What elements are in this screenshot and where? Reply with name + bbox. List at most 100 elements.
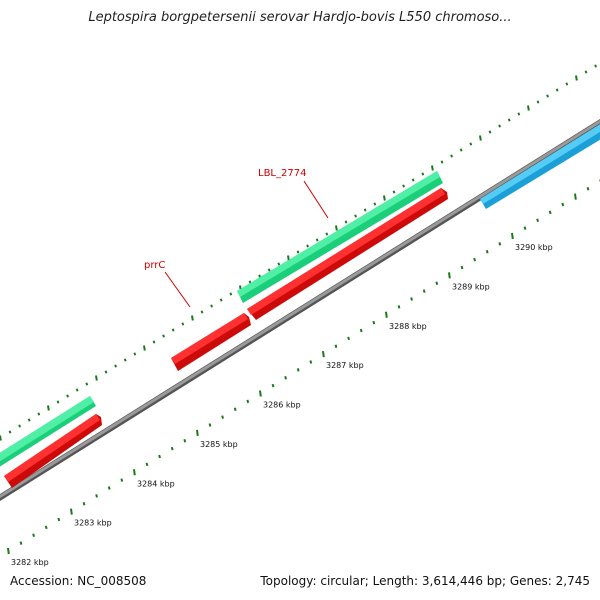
kbp-label: 3290 kbp — [515, 243, 553, 252]
minor-tick — [208, 423, 212, 427]
minor-tick — [120, 478, 124, 482]
kbp-label: 3285 kbp — [200, 440, 238, 449]
minor-tick — [200, 310, 204, 314]
minor-tick — [363, 208, 367, 212]
minor-tick — [284, 375, 287, 380]
minor-tick — [460, 265, 464, 270]
minor-tick — [548, 210, 552, 215]
minor-tick — [354, 214, 357, 218]
minor-tick — [296, 368, 300, 372]
minor-tick — [44, 525, 48, 530]
minor-tick — [37, 412, 41, 416]
minor-tick — [27, 418, 31, 422]
major-tick — [335, 225, 338, 231]
gene-labels: prrC LBL_2774 — [144, 168, 329, 308]
prrc-leader-line — [164, 271, 191, 308]
minor-tick — [32, 533, 35, 538]
minor-tick — [402, 184, 405, 188]
minor-tick — [296, 250, 300, 254]
minor-tick — [8, 430, 12, 434]
major-tick — [511, 232, 514, 240]
minor-tick — [440, 160, 444, 164]
major-tick — [383, 195, 386, 201]
minor-tick — [565, 82, 569, 86]
minor-tick — [221, 415, 224, 419]
minor-tick — [397, 305, 401, 309]
kbp-label: 3284 kbp — [137, 479, 175, 488]
outer-tick-track — [0, 64, 597, 441]
minor-tick — [181, 322, 185, 326]
gene-forward-lbl2774[interactable] — [237, 171, 443, 303]
minor-tick — [334, 344, 338, 349]
major-tick — [385, 311, 388, 318]
minor-tick — [536, 218, 539, 223]
minor-tick — [498, 242, 502, 246]
minor-tick — [410, 297, 413, 301]
kbp-label: 3286 kbp — [263, 401, 301, 410]
accession-text: Accession: NC_008508 — [10, 574, 147, 588]
minor-tick — [75, 388, 79, 392]
gene-reverse-prrc[interactable] — [171, 313, 251, 371]
minor-tick — [517, 112, 521, 116]
minor-tick — [57, 517, 61, 522]
major-tick — [287, 255, 290, 261]
minor-tick — [469, 142, 473, 146]
minor-tick — [258, 274, 261, 278]
minor-tick — [56, 400, 60, 404]
major-tick — [143, 345, 146, 351]
major-tick — [95, 375, 98, 381]
minor-tick — [18, 424, 21, 428]
minor-tick — [145, 462, 149, 467]
minor-tick — [271, 383, 275, 388]
minor-tick — [546, 94, 549, 98]
minor-tick — [233, 407, 237, 412]
major-tick — [191, 315, 194, 321]
kbp-label: 3283 kbp — [74, 519, 112, 528]
minor-tick — [523, 226, 527, 230]
minor-tick — [421, 172, 425, 176]
minor-tick — [210, 304, 213, 308]
minor-tick — [82, 501, 86, 506]
map-title: Leptospira borgpetersenii serovar Hardjo… — [88, 10, 512, 25]
minor-tick — [586, 186, 590, 191]
major-tick — [47, 405, 50, 411]
minor-tick — [459, 148, 463, 152]
major-tick — [133, 469, 136, 476]
minor-tick — [507, 118, 511, 122]
major-tick — [7, 547, 10, 555]
minor-tick — [183, 438, 187, 443]
major-tick — [527, 105, 530, 111]
inner-tick-track — [7, 179, 600, 555]
minor-tick — [171, 328, 175, 332]
major-tick — [0, 435, 2, 441]
minor-tick — [411, 178, 415, 182]
minor-tick — [594, 64, 597, 68]
gene-reverse-lbl2774[interactable] — [247, 188, 448, 320]
minor-tick — [309, 360, 313, 364]
major-tick — [575, 75, 578, 81]
minor-tick — [170, 446, 174, 451]
gene-other-1[interactable] — [480, 118, 600, 209]
minor-tick — [123, 358, 127, 362]
minor-tick — [450, 154, 453, 158]
minor-tick — [325, 232, 329, 236]
kbp-label: 3287 kbp — [326, 361, 364, 370]
gene-label-prrc[interactable]: prrC — [144, 260, 165, 271]
minor-tick — [158, 454, 161, 459]
minor-tick — [315, 238, 319, 242]
minor-tick — [373, 202, 377, 206]
minor-tick — [488, 130, 492, 134]
minor-tick — [107, 486, 111, 490]
gene-reverse-1[interactable] — [4, 414, 102, 488]
gene-label-lbl2774[interactable]: LBL_2774 — [258, 168, 306, 179]
minor-tick — [306, 244, 309, 248]
chromosome-backbone — [0, 118, 600, 502]
topology-text: Topology: circular; Length: 3,614,446 bp… — [260, 574, 590, 588]
gene-forward-1[interactable] — [0, 396, 96, 469]
minor-tick — [133, 352, 137, 356]
minor-tick — [435, 281, 439, 286]
major-tick — [431, 165, 434, 171]
minor-tick — [162, 334, 165, 338]
minor-tick — [536, 100, 540, 104]
minor-tick — [372, 320, 376, 325]
